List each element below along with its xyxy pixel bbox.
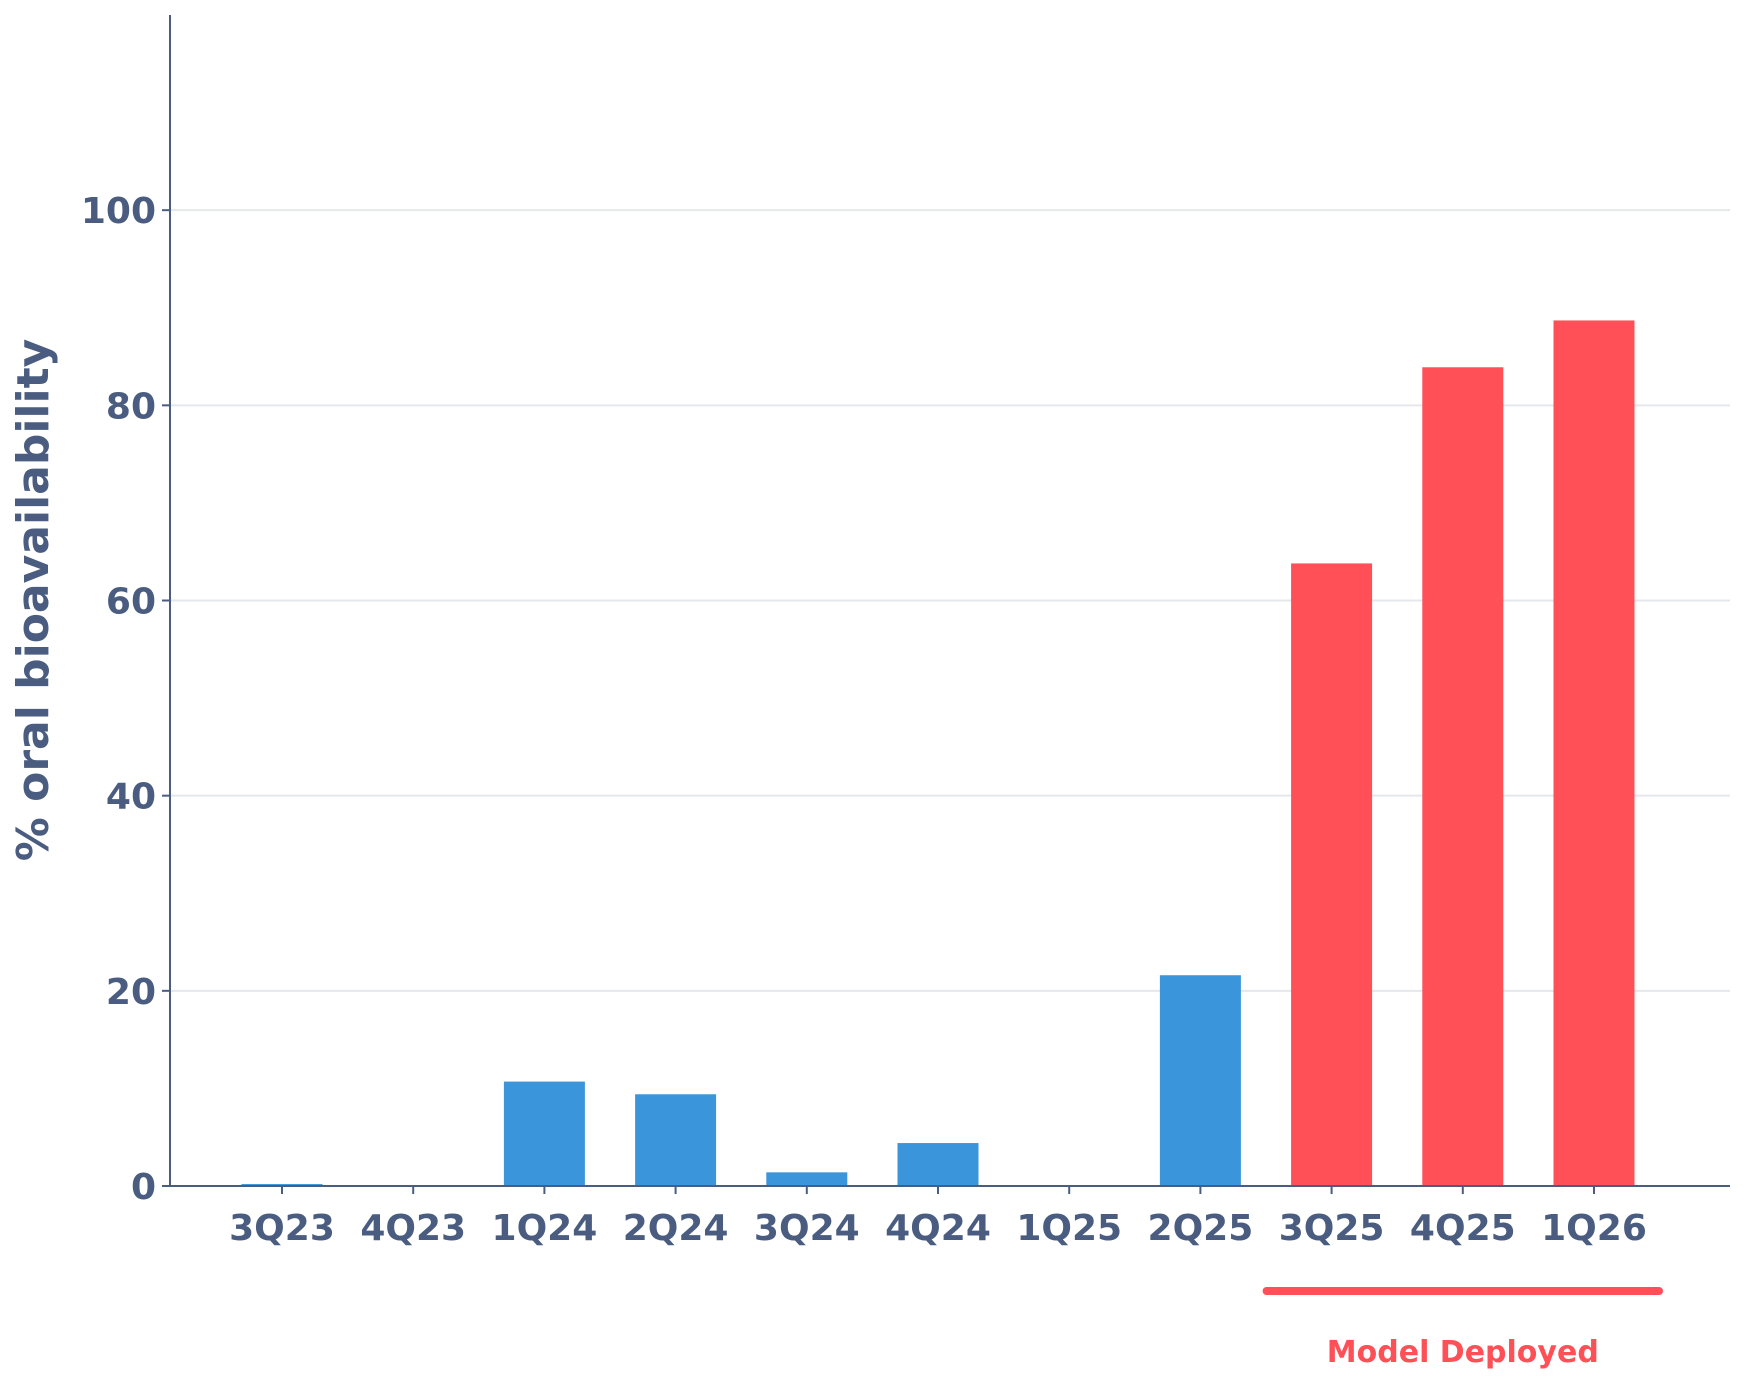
y-tick-label-1: 20 xyxy=(106,972,156,1013)
x-tick-label-1Q24: 1Q24 xyxy=(492,1208,598,1249)
bar-4Q24 xyxy=(897,1143,979,1186)
bar-2Q24 xyxy=(635,1094,717,1186)
y-tick-labels: 0 20 40 60 80 100 xyxy=(81,191,170,1208)
y-tick-label-2: 40 xyxy=(106,777,156,818)
bar-1Q26 xyxy=(1553,320,1635,1187)
x-tick-label-2Q24: 2Q24 xyxy=(623,1208,729,1249)
y-tick-label-4: 80 xyxy=(106,386,156,427)
bar-3Q25 xyxy=(1291,563,1373,1186)
x-tick-label-3Q24: 3Q24 xyxy=(754,1208,860,1249)
x-tick-label-1Q26: 1Q26 xyxy=(1541,1208,1647,1249)
annotation-label: Model Deployed xyxy=(1327,1335,1599,1370)
y-tick-label-5: 100 xyxy=(81,191,156,232)
x-tick-label-3Q25: 3Q25 xyxy=(1279,1208,1385,1249)
model-deployed-annotation: Model Deployed xyxy=(1262,1287,1663,1370)
x-tick-label-4Q24: 4Q24 xyxy=(885,1208,991,1249)
y-axis-title: % oral bioavailability xyxy=(8,339,59,862)
x-tick-label-1Q25: 1Q25 xyxy=(1016,1208,1122,1249)
bar-2Q25 xyxy=(1159,975,1241,1186)
x-tick-label-2Q25: 2Q25 xyxy=(1148,1208,1254,1249)
x-tick-label-3Q23: 3Q23 xyxy=(229,1208,335,1249)
bar-3Q24 xyxy=(766,1172,848,1186)
bars xyxy=(241,320,1635,1187)
x-tick-labels: 3Q23 4Q23 1Q24 2Q24 3Q24 4Q24 1Q25 2Q25 3Q25 4Q25… xyxy=(229,1186,1647,1249)
x-tick-label-4Q25: 4Q25 xyxy=(1410,1208,1516,1249)
x-tick-label-4Q23: 4Q23 xyxy=(360,1208,466,1249)
y-tick-label-0: 0 xyxy=(131,1167,156,1208)
bar-4Q25 xyxy=(1422,367,1504,1186)
bar-1Q24 xyxy=(503,1081,585,1186)
y-tick-label-3: 60 xyxy=(106,582,156,623)
